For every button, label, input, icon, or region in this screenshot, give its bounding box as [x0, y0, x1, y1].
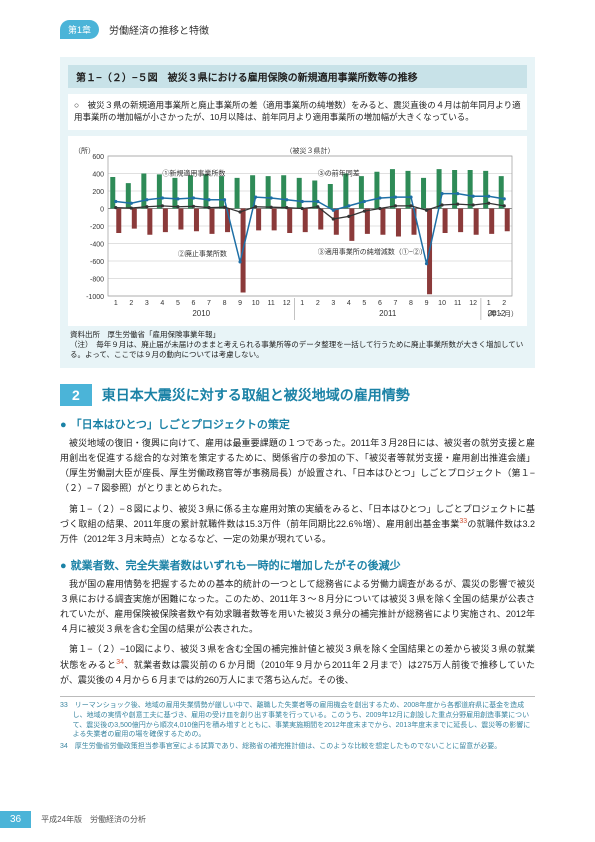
subheading-a: 「日本はひとつ」しごとプロジェクトの策定: [60, 416, 535, 432]
svg-text:1: 1: [300, 300, 304, 307]
svg-text:-1000: -1000: [86, 294, 104, 301]
para-b2-b: 、就業者数は震災前の６か月間（2010年９月から2011年２月まで）は275万人…: [60, 660, 535, 685]
para-b1: 我が国の雇用情勢を把握するための基本的統計の一つとして総務省による労働力調査があ…: [60, 577, 535, 636]
svg-text:①新規適用事業所数: ①新規適用事業所数: [162, 168, 225, 177]
svg-text:10: 10: [438, 300, 446, 307]
svg-text:2: 2: [316, 300, 320, 307]
svg-text:0: 0: [100, 206, 104, 213]
svg-text:12: 12: [469, 300, 477, 307]
chart-container: 600 400 200 0 -200 -400 -600 -800 -1000 （所） （被災３県計…: [68, 136, 527, 326]
svg-text:7: 7: [207, 300, 211, 307]
section-number: 2: [60, 384, 92, 406]
notes-note: （注） 毎年９月は、廃止届が未届けのままと考えられる事業所等のデータ整理を一括し…: [70, 340, 525, 360]
para-a2-a: 第１−（２）−８図により、被災３県に係る主な雇用対策の実績をみると、「日本はひと…: [60, 504, 535, 530]
svg-text:2: 2: [129, 300, 133, 307]
chapter-badge: 第1章: [60, 20, 99, 39]
svg-text:11: 11: [454, 300, 461, 307]
footnotes: 33 リーマンショック後、地域の雇用失業情勢が厳しい中で、離職した失業者等の雇用…: [60, 696, 535, 752]
svg-text:③の前年同差: ③の前年同差: [318, 168, 360, 177]
para-b2: 第１−（２）−10図により、被災３県を含む全国の補完推計値と被災３県を除く全国結…: [60, 642, 535, 688]
para-a1: 被災地域の復旧・復興に向けて、雇用は最重要課題の１つであった。2011年３月28…: [60, 436, 535, 495]
notes-source: 資料出所 厚生労働省「雇用保険事業年報」: [70, 330, 525, 340]
svg-text:400: 400: [92, 171, 104, 178]
chart-svg: 600 400 200 0 -200 -400 -600 -800 -1000 （所） （被災３県計…: [72, 142, 522, 322]
subheading-b: 就業者数、完全失業者数はいずれも一時的に増加したがその後減少: [60, 557, 535, 573]
svg-text:9: 9: [425, 300, 429, 307]
section-bar: 2 東日本大震災に対する取組と被災地域の雇用情勢: [60, 384, 535, 406]
svg-text:-800: -800: [90, 276, 104, 283]
svg-text:6: 6: [192, 300, 196, 307]
svg-text:200: 200: [92, 189, 104, 196]
footnote-33: 33 リーマンショック後、地域の雇用失業情勢が厳しい中で、離職した失業者等の雇用…: [60, 701, 535, 740]
svg-text:②廃止事業所数: ②廃止事業所数: [178, 249, 227, 258]
svg-text:-200: -200: [90, 224, 104, 231]
svg-text:3: 3: [145, 300, 149, 307]
svg-text:③適用事業所の純増減数（①−②）: ③適用事業所の純増減数（①−②）: [318, 247, 427, 256]
sup-34: 34: [116, 659, 124, 666]
svg-text:5: 5: [176, 300, 180, 307]
svg-text:1: 1: [114, 300, 118, 307]
svg-text:11: 11: [268, 300, 275, 307]
footnote-34: 34 厚生労働省労働政策担当参事官室による試算であり、総務省の補完推計値は、この…: [60, 742, 535, 752]
figure-caption: ○ 被災３県の新規適用事業所と廃止事業所の差（適用事業所の純増数）をみると、震災…: [68, 94, 527, 130]
svg-text:-400: -400: [90, 241, 104, 248]
footer-text: 平成24年版 労働経済の分析: [41, 814, 146, 825]
svg-text:7: 7: [394, 300, 398, 307]
section-title: 東日本大震災に対する取組と被災地域の雇用情勢: [102, 385, 410, 405]
page-number: 36: [0, 811, 31, 828]
svg-text:（年・月）: （年・月）: [483, 309, 518, 318]
svg-text:1: 1: [487, 300, 491, 307]
svg-text:8: 8: [409, 300, 413, 307]
chapter-title: 労働経済の推移と特徴: [109, 22, 209, 37]
svg-text:4: 4: [160, 300, 164, 307]
svg-text:2011: 2011: [379, 309, 397, 318]
svg-text:12: 12: [283, 300, 291, 307]
svg-text:-600: -600: [90, 259, 104, 266]
svg-text:（所）: （所）: [74, 146, 95, 155]
para-a2: 第１−（２）−８図により、被災３県に係る主な雇用対策の実績をみると、「日本はひと…: [60, 502, 535, 548]
svg-text:4: 4: [347, 300, 351, 307]
svg-text:3: 3: [331, 300, 335, 307]
svg-text:2010: 2010: [192, 309, 210, 318]
svg-text:2: 2: [502, 300, 506, 307]
svg-text:6: 6: [378, 300, 382, 307]
svg-text:5: 5: [362, 300, 366, 307]
figure-title: 第１−（２）−５図 被災３県における雇用保険の新規適用事業所数等の推移: [68, 65, 527, 88]
svg-text:8: 8: [223, 300, 227, 307]
svg-text:10: 10: [252, 300, 260, 307]
svg-text:（被災３県計）: （被災３県計）: [286, 146, 335, 155]
svg-text:9: 9: [238, 300, 242, 307]
chart-notes: 資料出所 厚生労働省「雇用保険事業年報」 （注） 毎年９月は、廃止届が未届けのま…: [68, 330, 527, 360]
svg-text:600: 600: [92, 154, 104, 161]
page-footer: 36 平成24年版 労働経済の分析: [0, 811, 146, 828]
figure-box: 第１−（２）−５図 被災３県における雇用保険の新規適用事業所数等の推移 ○ 被災…: [60, 57, 535, 368]
